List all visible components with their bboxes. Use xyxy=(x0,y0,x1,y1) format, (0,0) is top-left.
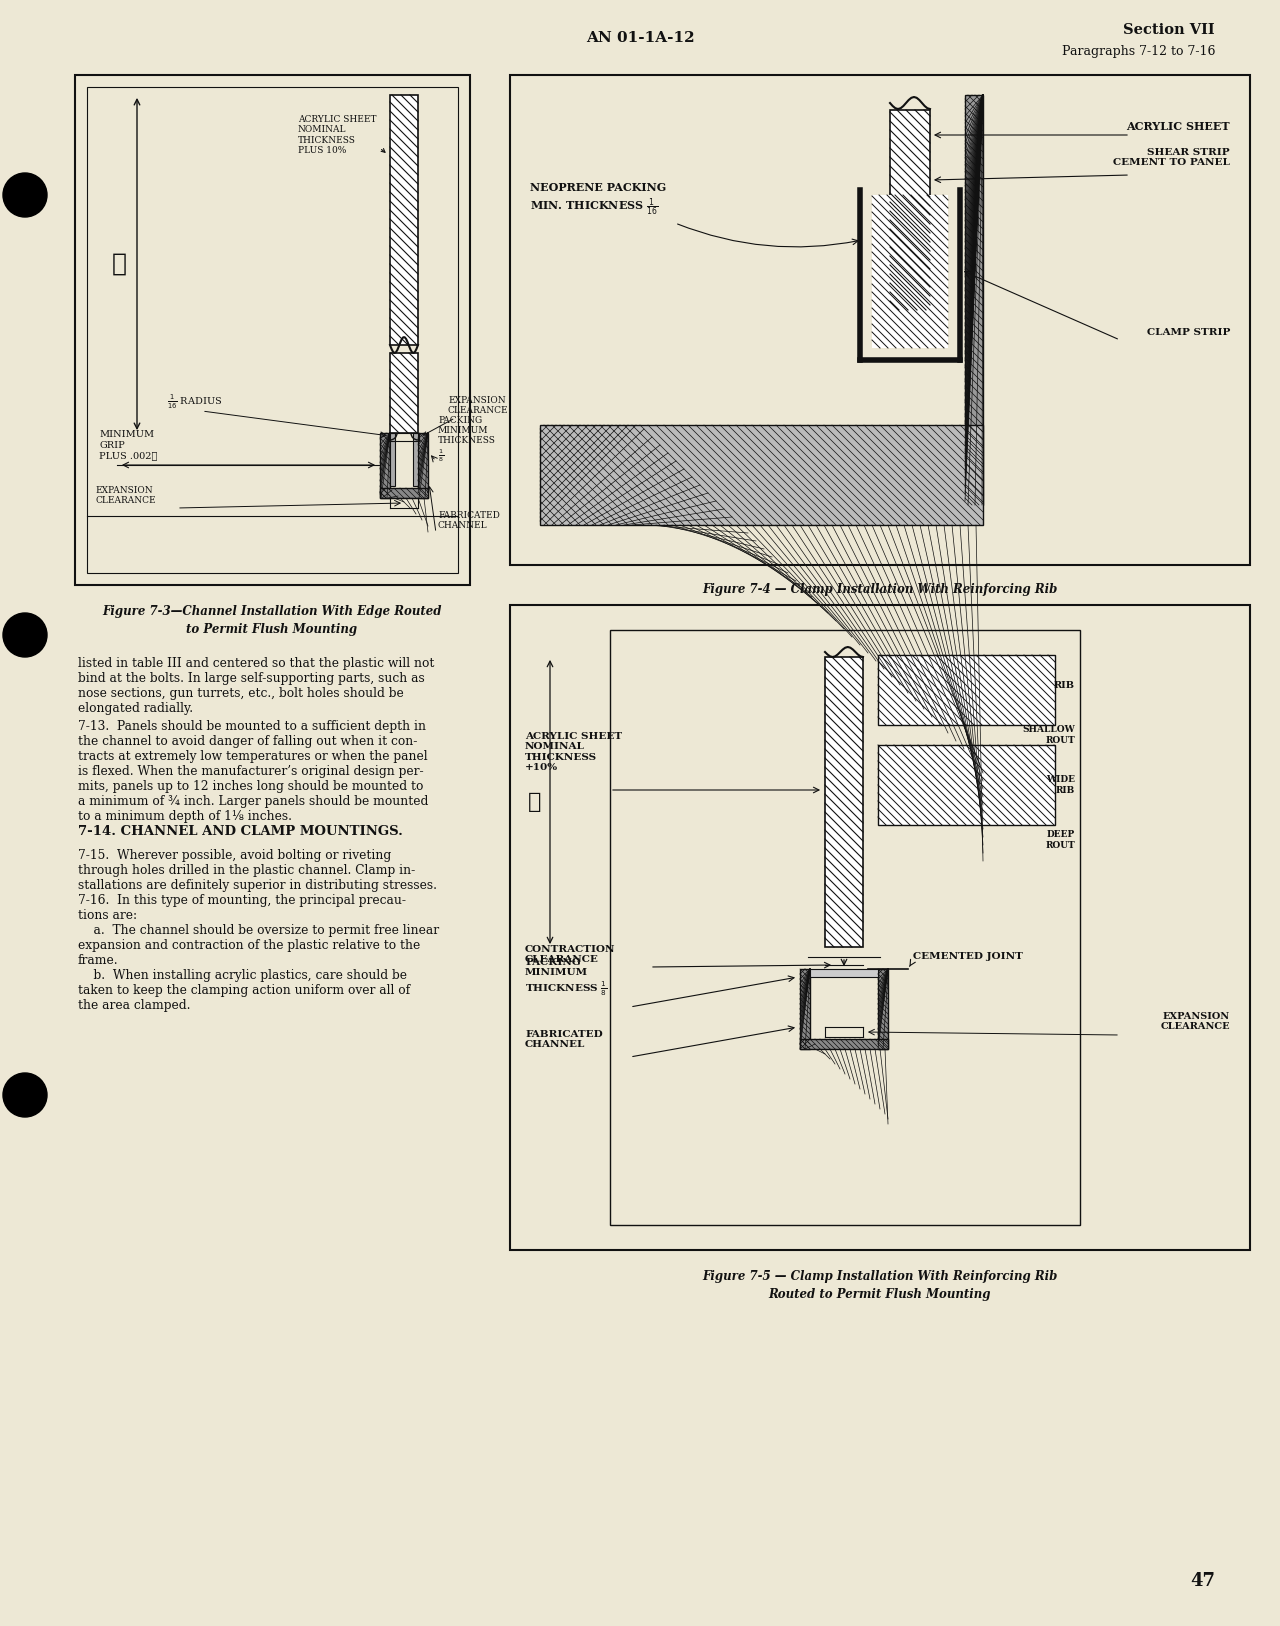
Bar xyxy=(826,657,863,946)
Text: listed in table III and centered so that the plastic will not
bind at the bolts.: listed in table III and centered so that… xyxy=(78,657,434,715)
Circle shape xyxy=(3,1073,47,1117)
Text: CEMENTED JOINT: CEMENTED JOINT xyxy=(913,951,1023,961)
Bar xyxy=(390,94,419,345)
Bar xyxy=(872,195,948,348)
Bar xyxy=(380,433,390,498)
Text: CLAMP STRIP: CLAMP STRIP xyxy=(1147,328,1230,337)
Bar xyxy=(800,969,810,1049)
Text: FABRICATED
CHANNEL: FABRICATED CHANNEL xyxy=(438,511,500,530)
Bar xyxy=(509,605,1251,1250)
Text: 7-14. CHANNEL AND CLAMP MOUNTINGS.: 7-14. CHANNEL AND CLAMP MOUNTINGS. xyxy=(78,826,403,837)
Bar xyxy=(890,111,931,311)
Bar xyxy=(509,75,1251,564)
Text: EXPANSION
CLEARANCE: EXPANSION CLEARANCE xyxy=(424,395,508,436)
Text: Paragraphs 7-12 to 7-16: Paragraphs 7-12 to 7-16 xyxy=(1061,46,1215,59)
Bar xyxy=(413,433,419,486)
Text: PACKING
MINIMUM
THICKNESS
$\frac{1}{8}$: PACKING MINIMUM THICKNESS $\frac{1}{8}$ xyxy=(438,416,495,463)
Text: $\frac{1}{16}$ RADIUS: $\frac{1}{16}$ RADIUS xyxy=(166,393,223,411)
Text: EXPANSION
CLEARANCE: EXPANSION CLEARANCE xyxy=(1161,1011,1230,1031)
Text: DEEP
ROUT: DEEP ROUT xyxy=(1046,831,1075,850)
Text: Figure 7-3—Channel Installation With Edge Routed: Figure 7-3—Channel Installation With Edg… xyxy=(102,605,442,618)
Bar xyxy=(390,353,419,433)
Text: AN 01-1A-12: AN 01-1A-12 xyxy=(586,31,694,46)
Text: MINIMUM
GRIP
PLUS .002ℓ: MINIMUM GRIP PLUS .002ℓ xyxy=(99,431,157,460)
Text: SHALLOW
ROUT: SHALLOW ROUT xyxy=(1023,725,1075,745)
Bar xyxy=(965,94,983,506)
Text: to Permit Flush Mounting: to Permit Flush Mounting xyxy=(187,623,357,636)
Circle shape xyxy=(3,613,47,657)
Bar xyxy=(878,969,888,1049)
Text: CONTRACTION
CLEARANCE: CONTRACTION CLEARANCE xyxy=(525,945,616,964)
Text: WIDE
RIB: WIDE RIB xyxy=(1046,776,1075,795)
Bar xyxy=(800,1039,888,1049)
Circle shape xyxy=(3,172,47,216)
Text: FABRICATED
CHANNEL: FABRICATED CHANNEL xyxy=(525,1029,603,1049)
Bar xyxy=(810,969,878,977)
Bar xyxy=(878,655,1055,725)
Text: Section VII: Section VII xyxy=(1124,23,1215,37)
Bar xyxy=(611,629,1080,1224)
Text: ℓ: ℓ xyxy=(529,790,541,813)
Text: EXPANSION
CLEARANCE: EXPANSION CLEARANCE xyxy=(95,486,156,506)
Text: PACKING
MINIMUM
THICKNESS $\frac{1}{8}$: PACKING MINIMUM THICKNESS $\frac{1}{8}$ xyxy=(525,958,607,998)
Text: NEOPRENE PACKING
MIN. THICKNESS $\frac{1}{16}$: NEOPRENE PACKING MIN. THICKNESS $\frac{1… xyxy=(530,182,667,218)
Bar xyxy=(76,75,470,585)
Text: ACRYLIC SHEET
NOMINAL
THICKNESS
+10%: ACRYLIC SHEET NOMINAL THICKNESS +10% xyxy=(525,732,622,772)
Text: 7-15.  Wherever possible, avoid bolting or riveting
through holes drilled in the: 7-15. Wherever possible, avoid bolting o… xyxy=(78,849,439,1013)
Text: ℓ: ℓ xyxy=(111,252,127,275)
Text: 7-13.  Panels should be mounted to a sufficient depth in
the channel to avoid da: 7-13. Panels should be mounted to a suff… xyxy=(78,720,429,823)
Bar xyxy=(380,488,428,498)
Text: SHEAR STRIP
CEMENT TO PANEL: SHEAR STRIP CEMENT TO PANEL xyxy=(1114,148,1230,167)
Text: ACRYLIC SHEET
NOMINAL
THICKNESS
PLUS 10%: ACRYLIC SHEET NOMINAL THICKNESS PLUS 10% xyxy=(298,115,385,154)
Text: 47: 47 xyxy=(1190,1572,1215,1590)
Bar xyxy=(390,433,396,486)
Bar xyxy=(419,433,428,498)
Text: RIB: RIB xyxy=(1053,681,1075,689)
Bar xyxy=(878,745,1055,824)
Bar xyxy=(540,424,983,525)
Text: Figure 7-5 — Clamp Installation With Reinforcing Rib: Figure 7-5 — Clamp Installation With Rei… xyxy=(703,1270,1057,1283)
Bar xyxy=(87,88,458,572)
Text: Routed to Permit Flush Mounting: Routed to Permit Flush Mounting xyxy=(769,1288,991,1301)
Text: ACRYLIC SHEET: ACRYLIC SHEET xyxy=(1126,120,1230,132)
Text: Figure 7-4 — Clamp Installation With Reinforcing Rib: Figure 7-4 — Clamp Installation With Rei… xyxy=(703,584,1057,597)
